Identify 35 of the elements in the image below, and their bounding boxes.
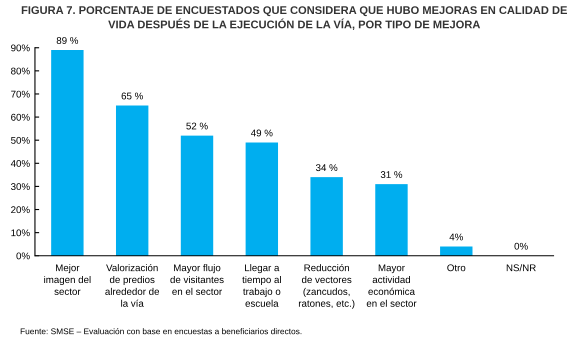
y-tick-label: 20% <box>11 206 30 214</box>
bar <box>246 142 278 256</box>
x-tick-label: Mayor flujo de visitantes en el sector <box>170 264 224 295</box>
y-tick-label: 80% <box>11 68 30 74</box>
y-tick-label: 90% <box>11 44 30 52</box>
x-tick-label: Mejor imagen del sector <box>44 264 90 295</box>
data-label: 65 % <box>122 92 143 100</box>
bar <box>51 50 84 256</box>
source-note: Fuente: SMSE – Evaluación con base en encuestas a beneficiarios directos. <box>20 328 302 334</box>
y-tick-label: 40% <box>10 160 30 167</box>
bar <box>180 136 214 256</box>
x-tick-label: Llegar a tiempo al trabajo o escuela <box>242 264 281 307</box>
data-label: 0% <box>514 242 528 250</box>
chart-title: FIGURA 7. PORCENTAJE DE ENCUESTADOS QUE CONSIDERA QUE HUBO MEJORAS EN CALIDAD DE VIDA DESPUÉS DE LA EJECUCIÓN DE LA VÍA, POR TIPO DE MEJORA <box>22 6 567 30</box>
data-label: 52 % <box>186 122 208 130</box>
y-tick-label: 50% <box>11 136 30 144</box>
data-label: 49 % <box>250 130 273 136</box>
x-tick-label: NS/NR <box>506 264 536 272</box>
data-label: 89 % <box>56 37 78 44</box>
x-tick-label: Mayor actividad económica en el sector <box>366 264 416 307</box>
bar <box>310 177 343 256</box>
y-tick-label: 30% <box>11 183 30 190</box>
bar <box>375 184 408 256</box>
bar <box>116 106 148 256</box>
y-tick-label: 0% <box>16 252 30 260</box>
x-tick-label: Valorización de predios alrededor de la vía <box>105 264 160 307</box>
data-label: 34 % <box>316 164 338 172</box>
y-tick-label: 60% <box>11 114 30 121</box>
bar <box>440 246 472 256</box>
data-label: 4% <box>449 234 463 240</box>
y-tick-label: 10% <box>11 229 30 236</box>
x-tick-label: Reducción de vectores (zancudos, ratones, etc.) <box>298 264 354 309</box>
y-tick-label: 70% <box>11 90 30 98</box>
x-tick-label: Otro <box>447 264 466 272</box>
data-label: 31 % <box>380 171 402 178</box>
